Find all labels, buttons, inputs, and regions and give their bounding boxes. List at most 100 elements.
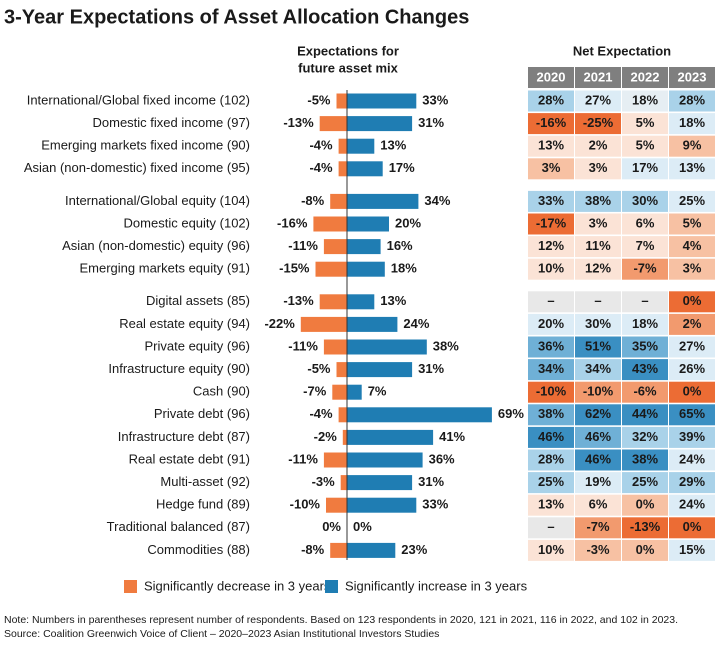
heat-label: 46% [585, 429, 611, 444]
heat-label: -10% [536, 384, 567, 399]
category-label: Real estate debt (91) [129, 451, 250, 466]
heat-cell [528, 135, 574, 157]
heat-cell [669, 90, 715, 112]
legend-label: Significantly decrease in 3 years [144, 578, 331, 593]
heat-cell [669, 190, 715, 212]
heat-label: 9% [683, 138, 702, 153]
heat-label: 2% [683, 316, 702, 331]
table-header-cell [622, 67, 668, 88]
heat-label: 20% [538, 316, 564, 331]
heat-cell [622, 135, 668, 157]
heat-cell [669, 291, 715, 313]
value-label: -7% [303, 384, 327, 399]
value-label: 36% [429, 451, 455, 466]
heat-label: 11% [585, 238, 611, 253]
heat-label: 0% [636, 542, 655, 557]
heat-label: 0% [683, 384, 702, 399]
heat-label: 5% [636, 115, 655, 130]
heat-label: 10% [538, 261, 564, 276]
table-title: Net Expectation [573, 43, 671, 58]
table-header: 2021 [584, 69, 613, 84]
heat-cell [575, 539, 621, 561]
value-label: -5% [307, 361, 331, 376]
heat-label: 3% [589, 160, 608, 175]
heat-label: 33% [538, 193, 564, 208]
heat-label: 5% [636, 138, 655, 153]
bar [347, 193, 419, 209]
note: Source: Coalition Greenwich Voice of Cli… [4, 628, 439, 640]
heat-label: 39% [679, 429, 705, 444]
table-header: 2023 [678, 69, 707, 84]
heat-cell [622, 113, 668, 135]
heat-cell [575, 236, 621, 258]
bar [323, 239, 347, 255]
category-label: Domestic equity (102) [124, 215, 250, 230]
value-label: 31% [418, 474, 444, 489]
heat-label: 5% [683, 215, 702, 230]
table-header-cell [669, 67, 715, 88]
value-label: -11% [288, 338, 318, 353]
heat-cell [669, 313, 715, 335]
value-label: -13% [283, 293, 314, 308]
heat-cell [669, 213, 715, 235]
heat-cell [622, 90, 668, 112]
heat-label: 25% [632, 474, 658, 489]
heat-cell [528, 113, 574, 135]
value-label: -22% [264, 316, 295, 331]
heat-cell [669, 359, 715, 381]
value-label: 13% [380, 138, 406, 153]
bar [347, 452, 423, 468]
heat-cell [622, 472, 668, 494]
heat-cell [528, 359, 574, 381]
bar [330, 542, 347, 558]
heat-label: 18% [632, 92, 658, 107]
bar [347, 93, 417, 109]
bar [326, 497, 347, 513]
heat-label: 26% [679, 361, 705, 376]
value-label: -4% [309, 406, 333, 421]
value-label: -5% [307, 92, 331, 107]
category-label: Hedge fund (89) [156, 497, 250, 512]
heat-cell [622, 404, 668, 426]
heat-cell [528, 258, 574, 280]
heat-cell [528, 381, 574, 403]
heat-label: 24% [679, 451, 705, 466]
heat-cell [622, 539, 668, 561]
heat-label: 38% [585, 193, 611, 208]
category-label: Asian (non-domestic) equity (96) [62, 238, 250, 253]
heat-label: 51% [585, 338, 611, 353]
heat-cell [575, 336, 621, 358]
heat-cell [528, 190, 574, 212]
bar [347, 362, 413, 378]
bar [336, 362, 347, 378]
heat-label: 18% [679, 115, 705, 130]
bar [319, 116, 347, 132]
heat-label: 38% [632, 451, 658, 466]
category-label: Private equity (96) [145, 338, 251, 353]
value-label: 24% [403, 316, 429, 331]
heat-cell [669, 236, 715, 258]
heat-cell [669, 158, 715, 180]
value-label: 20% [395, 215, 421, 230]
heat-label: 34% [538, 361, 564, 376]
heat-label: 28% [538, 92, 564, 107]
heat-cell [669, 449, 715, 471]
heat-label: 43% [632, 361, 658, 376]
bar [347, 316, 398, 332]
heat-label: 65% [679, 406, 705, 421]
heat-cell [575, 313, 621, 335]
heat-label: 6% [589, 497, 608, 512]
table-header-cell [575, 67, 621, 88]
value-label: 16% [387, 238, 413, 253]
value-label: -11% [288, 238, 318, 253]
bar [330, 193, 347, 209]
heat-label: -3% [586, 542, 610, 557]
heat-label: – [594, 293, 601, 308]
category-label: Digital assets (85) [146, 293, 250, 308]
category-label: Infrastructure equity (90) [108, 361, 250, 376]
heat-cell [669, 494, 715, 516]
bar [347, 138, 375, 154]
value-label: 33% [422, 497, 448, 512]
heat-label: 38% [538, 406, 564, 421]
heat-cell [669, 404, 715, 426]
